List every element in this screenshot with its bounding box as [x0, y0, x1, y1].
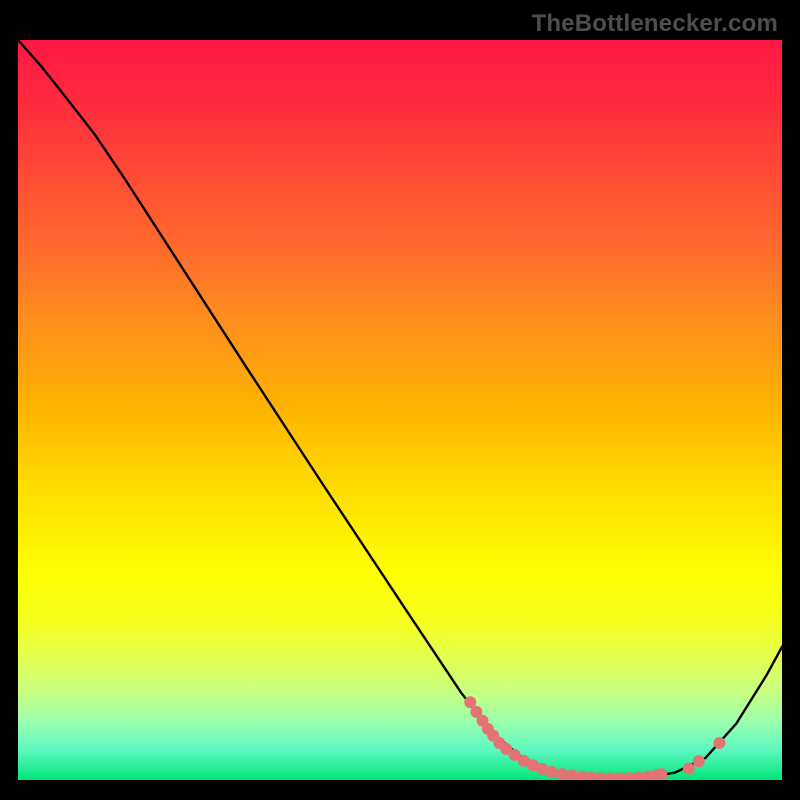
curve-marker — [545, 766, 557, 778]
chart-frame: TheBottlenecker.com — [0, 0, 800, 800]
curve-marker — [683, 763, 695, 775]
curve-marker — [713, 737, 725, 749]
watermark-text: TheBottlenecker.com — [531, 10, 778, 38]
chart-svg — [18, 40, 782, 780]
curve-marker — [693, 755, 705, 767]
curve-marker — [655, 768, 667, 780]
plot-area — [18, 40, 782, 780]
gradient-background — [18, 40, 782, 780]
